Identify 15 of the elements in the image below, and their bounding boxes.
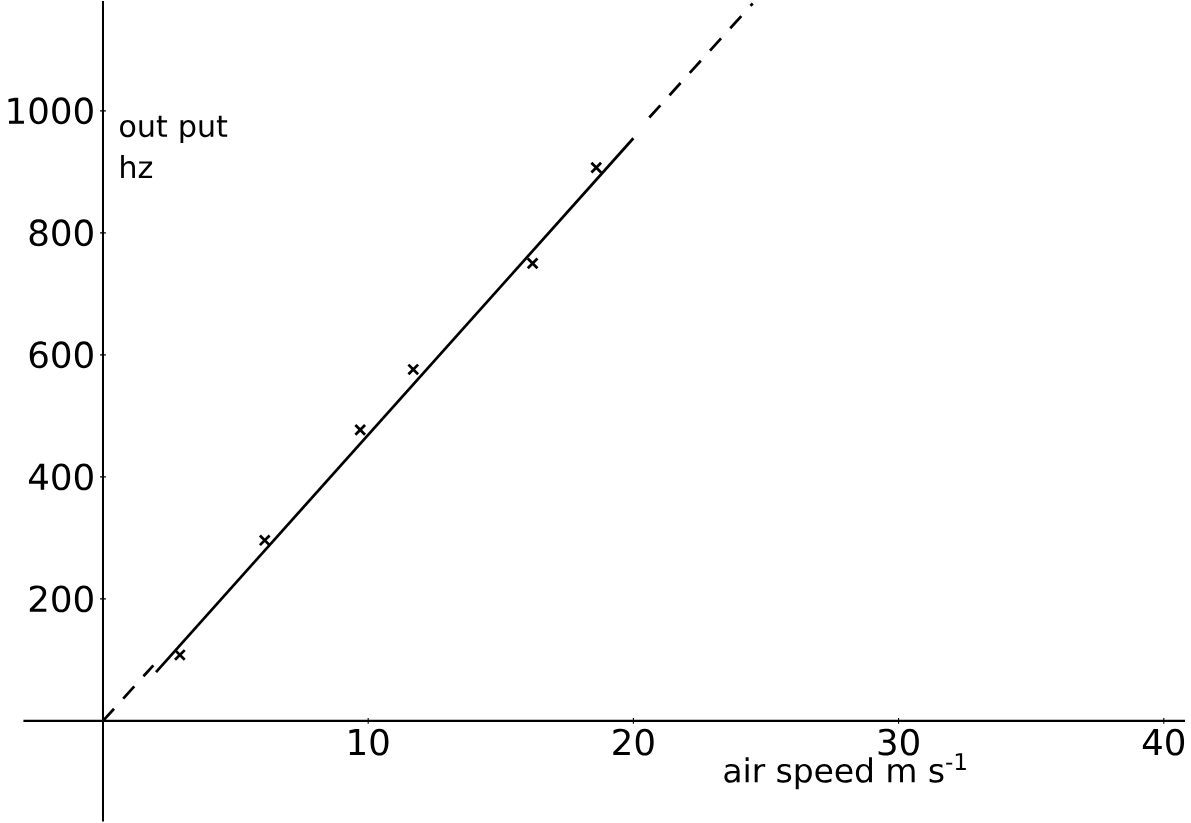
- y-tick-label: 800: [29, 219, 93, 247]
- x-tick-label: 40: [1142, 728, 1185, 756]
- point: [173, 649, 187, 662]
- x-tick-label: 10: [349, 728, 389, 756]
- y-tick-label: 600: [29, 341, 93, 369]
- y-tick-label: 400: [28, 463, 93, 491]
- point: [590, 161, 603, 174]
- point: [407, 363, 420, 376]
- y-tick-label: 1000: [8, 97, 93, 125]
- point: [354, 423, 367, 437]
- x-tick-label: 20: [613, 728, 654, 756]
- y-axis-title: out put hz: [120, 115, 228, 179]
- point: [526, 257, 539, 270]
- point: [258, 534, 271, 547]
- y-tick-label: 200: [29, 585, 93, 613]
